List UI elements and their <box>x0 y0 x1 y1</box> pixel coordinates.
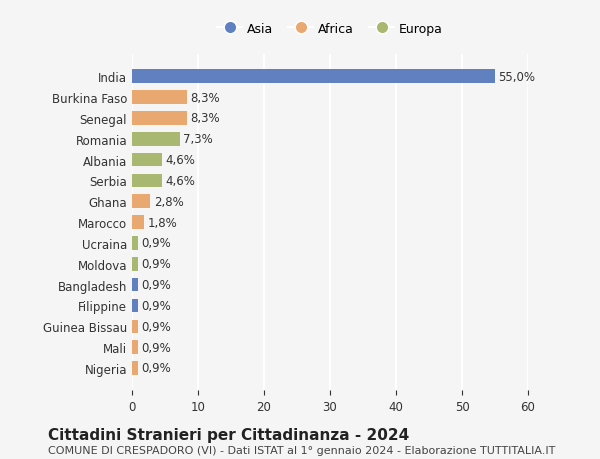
Text: 4,6%: 4,6% <box>166 174 196 188</box>
Text: 0,9%: 0,9% <box>141 341 171 354</box>
Bar <box>132 257 138 271</box>
Bar <box>132 278 138 292</box>
Bar <box>132 361 138 375</box>
Text: 0,9%: 0,9% <box>141 237 171 250</box>
Text: Cittadini Stranieri per Cittadinanza - 2024: Cittadini Stranieri per Cittadinanza - 2… <box>48 427 409 442</box>
Bar <box>132 174 163 188</box>
Text: 2,8%: 2,8% <box>154 196 184 208</box>
Bar <box>132 216 144 230</box>
Bar <box>132 153 163 167</box>
Text: 7,3%: 7,3% <box>184 133 213 146</box>
Text: 8,3%: 8,3% <box>190 91 220 104</box>
Text: 0,9%: 0,9% <box>141 362 171 375</box>
Bar <box>132 320 138 333</box>
Text: 0,9%: 0,9% <box>141 279 171 291</box>
Bar <box>132 299 138 313</box>
Legend: Asia, Africa, Europa: Asia, Africa, Europa <box>212 18 448 41</box>
Text: 8,3%: 8,3% <box>190 112 220 125</box>
Text: 0,9%: 0,9% <box>141 257 171 271</box>
Text: COMUNE DI CRESPADORO (VI) - Dati ISTAT al 1° gennaio 2024 - Elaborazione TUTTITA: COMUNE DI CRESPADORO (VI) - Dati ISTAT a… <box>48 445 556 455</box>
Bar <box>132 341 138 354</box>
Bar <box>132 237 138 250</box>
Text: 1,8%: 1,8% <box>147 216 177 229</box>
Text: 0,9%: 0,9% <box>141 299 171 312</box>
Text: 55,0%: 55,0% <box>498 71 535 84</box>
Bar <box>132 112 187 125</box>
Bar <box>132 70 495 84</box>
Bar <box>132 133 180 146</box>
Bar <box>132 195 151 208</box>
Bar <box>132 91 187 105</box>
Text: 0,9%: 0,9% <box>141 320 171 333</box>
Text: 4,6%: 4,6% <box>166 154 196 167</box>
